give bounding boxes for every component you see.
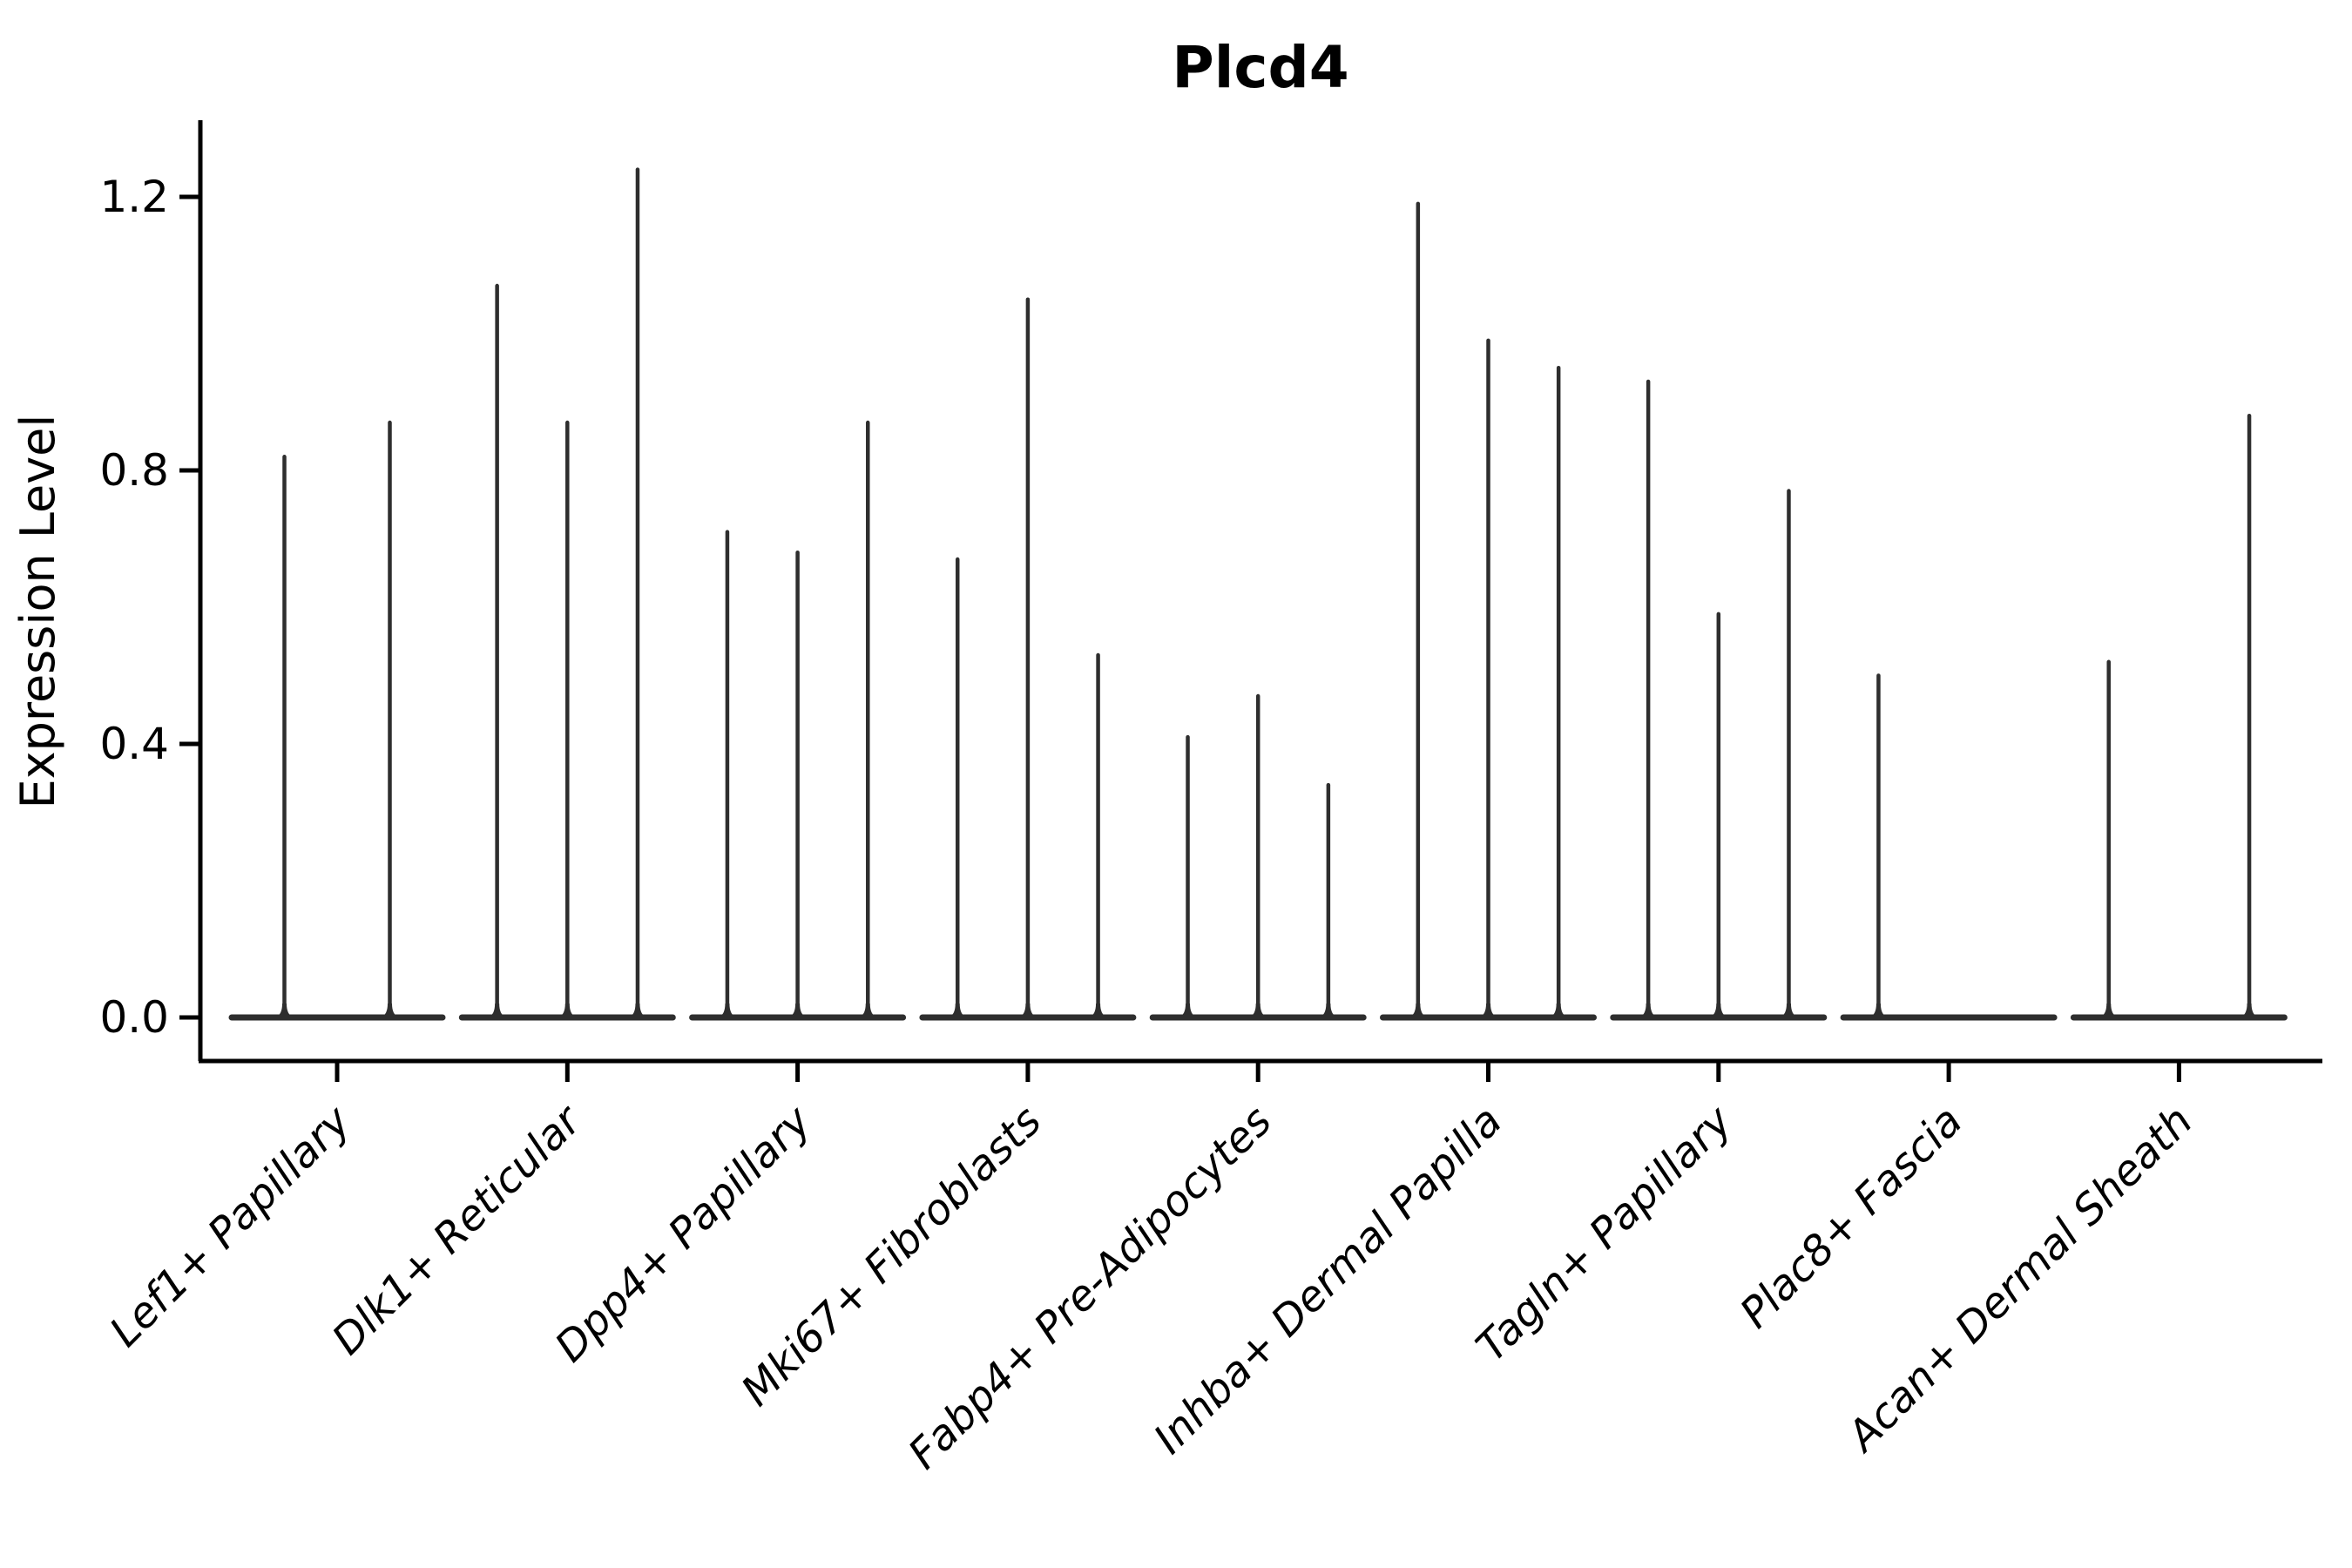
x-tick-label: Dpp4+ Papillary [545, 1096, 821, 1371]
x-tick-label: Lef1+ Papillary [100, 1096, 361, 1356]
x-tick-label: Plac8+ Fascia [1731, 1097, 1972, 1338]
violin-group [919, 297, 1137, 1021]
violin-group [1380, 201, 1597, 1021]
violin-group [458, 167, 676, 1021]
violins [228, 167, 2288, 1021]
violin-group [1610, 379, 1828, 1021]
y-tick-label: 0.8 [99, 445, 169, 496]
violin-group [228, 420, 446, 1021]
y-axis-label: Expression Level [10, 415, 65, 809]
y-tick-label: 1.2 [99, 172, 169, 222]
violin-group [689, 420, 907, 1021]
axes [198, 120, 2322, 1064]
violin-group [2070, 413, 2288, 1021]
plot-title: Plcd4 [1172, 34, 1348, 101]
y-tick-label: 0.0 [99, 992, 169, 1043]
x-tick-label: Dlk1+ Reticular [323, 1095, 593, 1365]
violin-group [1840, 673, 2058, 1021]
y-tick-label: 0.4 [99, 719, 169, 769]
violin-group [1149, 693, 1367, 1021]
x-tick-label: Fabp4+ Pre-Adipocytes [899, 1097, 1281, 1479]
x-tick-label: Tagln+ Papillary [1467, 1096, 1742, 1371]
